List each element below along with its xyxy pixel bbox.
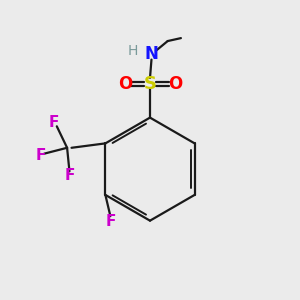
Text: S: S: [143, 75, 157, 93]
Text: F: F: [106, 214, 116, 229]
Text: N: N: [145, 45, 158, 63]
Text: O: O: [168, 75, 182, 93]
Text: H: H: [127, 44, 137, 58]
Text: F: F: [35, 148, 46, 163]
Text: F: F: [49, 115, 59, 130]
Text: O: O: [118, 75, 132, 93]
Text: F: F: [65, 168, 75, 183]
